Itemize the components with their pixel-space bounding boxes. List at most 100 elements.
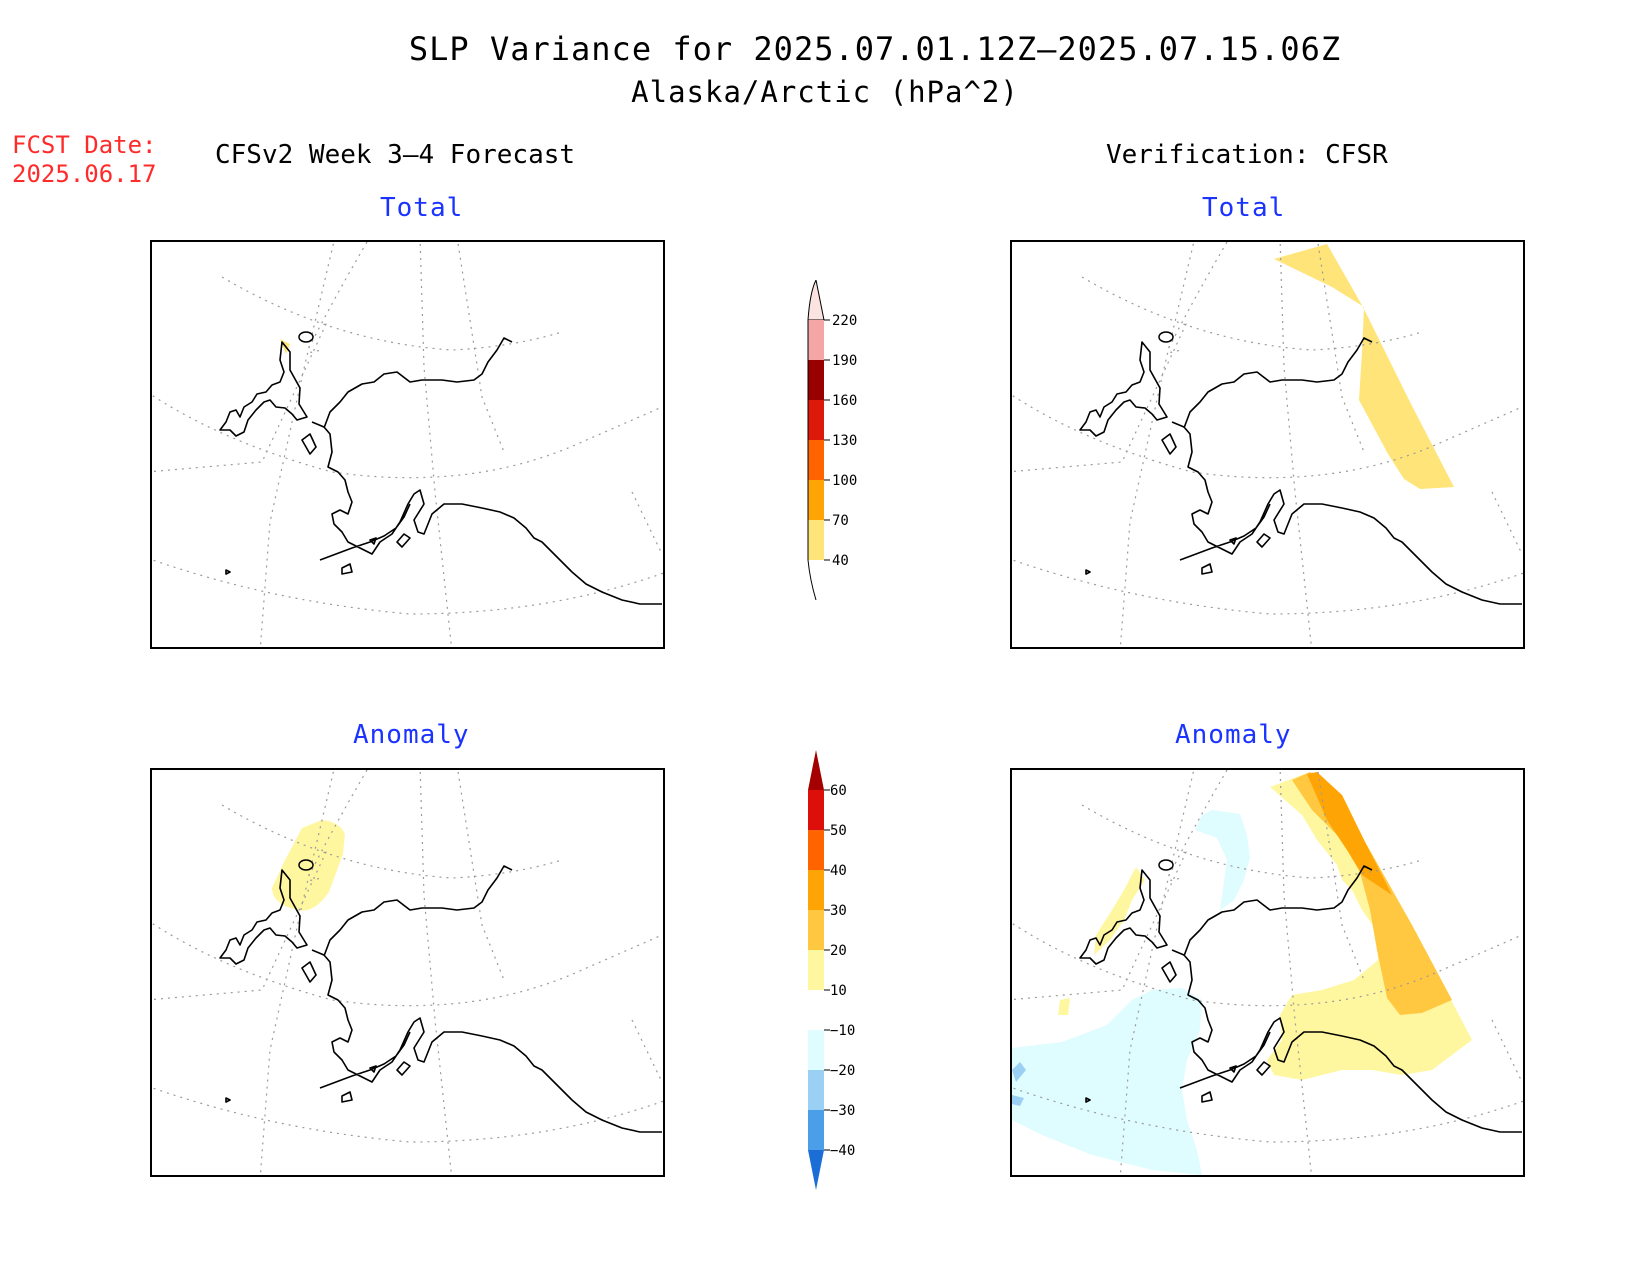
colorbar-label: 100 <box>832 473 857 489</box>
colorbar-label: 190 <box>832 353 857 369</box>
coastline <box>219 859 662 1133</box>
colorbar-anomaly: 60 50 40 30 20 10 −10 −20 −30 −40 <box>808 750 855 1190</box>
map-panel-verification-anomaly <box>1010 768 1525 1177</box>
colorbar-segment <box>808 830 824 870</box>
graticule-line <box>221 804 563 879</box>
colorbar-label: −10 <box>830 1023 855 1039</box>
panel-title-verification-anomaly: Anomaly <box>1175 720 1292 750</box>
graticule-line <box>457 242 505 453</box>
colorbar-total: 220 190 160 130 100 70 40 <box>807 280 857 601</box>
right-column-header: Verification: CFSR <box>1106 140 1388 170</box>
colorbar-label: −40 <box>830 1143 855 1159</box>
graticule-line <box>419 770 453 1175</box>
variance-contour-40 <box>1274 244 1454 489</box>
graticule-line <box>307 242 368 353</box>
graticule-line <box>152 1087 663 1143</box>
graticule-line <box>631 491 663 555</box>
graticule-line <box>1167 770 1228 881</box>
graticule-line <box>1119 242 1195 647</box>
colorbar-segment <box>808 480 824 520</box>
panel-title-verification-total: Total <box>1202 193 1286 223</box>
graticule-line <box>259 242 335 647</box>
colorbar-segment <box>808 910 824 950</box>
coastline <box>1079 859 1522 1133</box>
colorbar-label: −30 <box>830 1103 855 1119</box>
colorbar-label: 10 <box>830 983 847 999</box>
graticule-line <box>152 321 328 473</box>
coastline-path <box>219 337 662 605</box>
colorbar-label: 50 <box>830 823 847 839</box>
colorbar-label: 40 <box>832 553 849 569</box>
graticule-line <box>1012 922 1523 1007</box>
graticule-line <box>221 276 563 351</box>
graticule-line <box>1491 1019 1523 1083</box>
colorbar-label: 20 <box>830 943 847 959</box>
graticule-line <box>457 770 505 981</box>
coastline <box>219 331 662 605</box>
map-verification-anomaly <box>1012 770 1523 1175</box>
colorbar-label: −20 <box>830 1063 855 1079</box>
colorbar-segment <box>808 440 824 480</box>
coastline-path <box>1079 865 1522 1133</box>
graticule-line <box>1317 770 1365 981</box>
graticule-line <box>1012 1087 1523 1143</box>
graticule-line <box>152 849 328 1001</box>
figure-title: SLP Variance for 2025.07.01.12Z–2025.07.… <box>408 30 1342 68</box>
colorbar-label: 220 <box>832 313 857 329</box>
colorbar-segment <box>808 1070 824 1110</box>
colorbar-segment <box>808 1030 824 1070</box>
colorbar-segment <box>808 950 824 990</box>
coastline-path <box>219 865 662 1133</box>
colorbar-segment <box>808 320 824 360</box>
left-column-header: CFSv2 Week 3–4 Forecast <box>215 140 576 170</box>
colorbar-top-arrow <box>808 750 824 790</box>
latlon-grid <box>152 770 663 1175</box>
colorbar-segment <box>808 360 824 400</box>
graticule-line <box>152 922 663 1007</box>
graticule-line <box>1279 770 1313 1175</box>
panel-title-forecast-anomaly: Anomaly <box>353 720 470 750</box>
latlon-grid <box>1012 770 1523 1175</box>
graticule-line <box>631 1019 663 1083</box>
graticule-line <box>1317 242 1365 453</box>
latlon-grid <box>1012 242 1523 647</box>
graticule-line <box>1012 559 1523 615</box>
graticule-line <box>1012 394 1523 479</box>
graticule-line <box>1119 770 1195 1175</box>
graticule-line <box>1279 242 1313 647</box>
colorbar-top-arrow <box>807 280 825 321</box>
map-panel-verification-total <box>1010 240 1525 649</box>
colorbar-label: 130 <box>832 433 857 449</box>
graticule-line <box>419 242 453 647</box>
graticule-line <box>1012 321 1188 473</box>
anomaly-contour-neg10-sw <box>1012 988 1202 1175</box>
island-outline <box>1158 859 1174 871</box>
map-forecast-total <box>152 242 663 647</box>
graticule-line <box>1012 849 1188 1001</box>
anomaly-contour-10 <box>1267 772 1472 1080</box>
colorbar-segment <box>808 520 824 560</box>
anomaly-contour-neg20 <box>1012 1095 1024 1106</box>
fcst-date-label: FCST Date: <box>12 131 157 159</box>
colorbar-label: 70 <box>832 513 849 529</box>
map-panel-forecast-anomaly <box>150 768 665 1177</box>
colorbar-label: 60 <box>830 783 847 799</box>
colorbar-label: 160 <box>832 393 857 409</box>
island-outline <box>298 331 314 343</box>
panel-title-forecast-total: Total <box>380 193 464 223</box>
island-outline <box>298 859 314 871</box>
colorbar-bottom-arrow <box>808 1150 824 1190</box>
graticule-line <box>152 559 663 615</box>
figure-subtitle: Alaska/Arctic (hPa^2) <box>631 75 1019 109</box>
map-panel-forecast-total <box>150 240 665 649</box>
map-forecast-anomaly <box>152 770 663 1175</box>
fcst-date-value: 2025.06.17 <box>12 160 157 188</box>
latlon-grid <box>152 242 663 647</box>
colorbar-segment <box>808 990 824 1030</box>
colorbar-segment <box>808 790 824 830</box>
graticule-line <box>1167 242 1228 353</box>
colorbar-label: 40 <box>830 863 847 879</box>
island-outline <box>1158 331 1174 343</box>
colorbar-bottom-arrow <box>807 559 817 601</box>
anomaly-contour-10-dot <box>1058 998 1070 1015</box>
